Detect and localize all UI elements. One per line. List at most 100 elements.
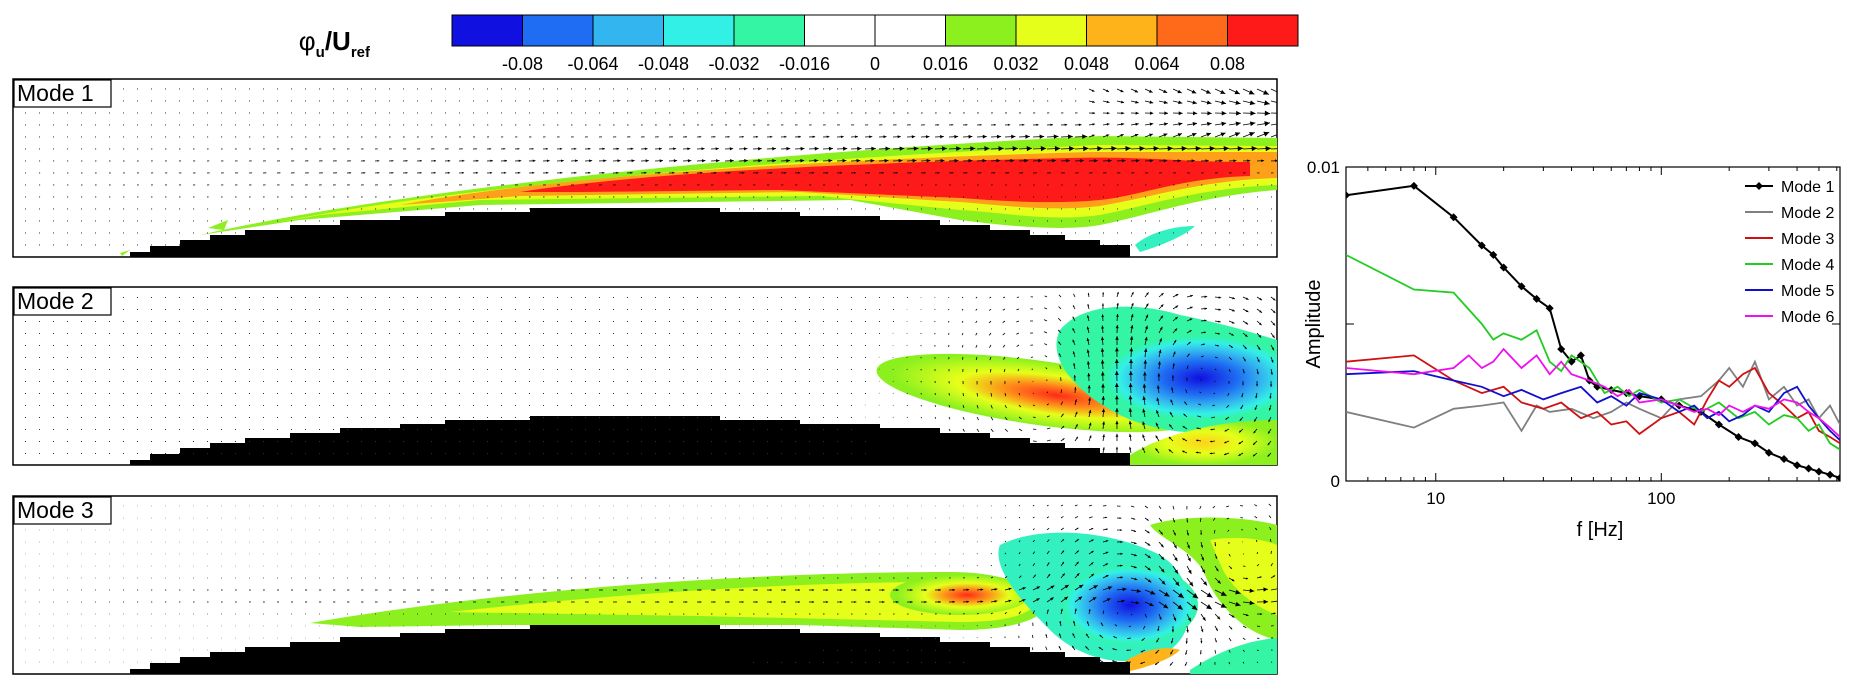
vector-dot	[627, 453, 628, 454]
vector-dot	[347, 321, 348, 322]
vector-arrow	[1046, 427, 1051, 430]
vector-dot	[781, 309, 782, 310]
vector-arrow-head	[1064, 584, 1069, 589]
vector-arrow-head	[966, 588, 970, 591]
vector-dot	[725, 321, 726, 322]
vector-dot	[557, 333, 558, 334]
vector-arrow	[1226, 517, 1230, 520]
vector-arrow-head	[840, 600, 843, 604]
vector-dot	[641, 405, 642, 406]
vector-dot	[459, 369, 460, 370]
vector-arrow-head	[1128, 408, 1133, 412]
series-line-5	[1346, 370, 1840, 441]
vector-dot	[123, 333, 124, 334]
vector-arrow-head	[1087, 621, 1089, 624]
vector-dot	[165, 309, 166, 310]
vector-arrow	[1088, 504, 1093, 507]
vector-arrow	[1016, 332, 1020, 335]
vector-arrow-head	[1076, 539, 1079, 542]
vector-dot	[851, 369, 852, 370]
vector-arrow-head	[1237, 145, 1244, 152]
vector-dot	[221, 381, 222, 382]
vector-dot	[25, 393, 26, 394]
vector-dot	[81, 417, 82, 418]
vector-dot	[627, 417, 628, 418]
vector-dot	[697, 297, 698, 298]
vector-arrow-head	[1153, 145, 1160, 152]
vector-arrow-head	[896, 600, 899, 604]
vector-dot	[571, 297, 572, 298]
vector-arrow	[1270, 100, 1277, 103]
mode-2-negative-lobe	[1105, 336, 1277, 420]
vector-arrow-head	[1200, 545, 1203, 548]
vector-dot	[39, 381, 40, 382]
vector-arrow	[1043, 319, 1048, 322]
vector-arrow-head	[1204, 295, 1208, 298]
vector-arrow	[1228, 649, 1231, 653]
vector-arrow	[1270, 600, 1277, 603]
vector-arrow-head	[1120, 576, 1124, 579]
vector-dot	[123, 417, 124, 418]
vector-arrow-head	[912, 158, 917, 163]
vector-dot	[389, 381, 390, 382]
vector-dot	[417, 417, 418, 418]
vector-arrow-head	[1120, 540, 1123, 544]
vector-arrow-head	[1191, 89, 1197, 94]
colorbar-tick-label: 0.032	[993, 54, 1038, 74]
vector-dot	[613, 417, 614, 418]
vector-arrow	[1004, 416, 1008, 421]
vector-arrow-head	[1205, 159, 1209, 163]
vector-arrow-head	[1087, 315, 1090, 318]
vector-arrow-head	[1114, 382, 1119, 388]
vector-dot	[207, 357, 208, 358]
vector-arrow-head	[1089, 435, 1092, 439]
vector-dot	[431, 333, 432, 334]
vector-arrow-head	[1203, 331, 1206, 334]
vector-dot	[893, 309, 894, 310]
vector-arrow-head	[1155, 422, 1159, 426]
vector-dot	[165, 405, 166, 406]
vector-arrow-head	[826, 171, 829, 174]
vector-arrow-head	[1022, 599, 1026, 602]
vector-dot	[935, 638, 936, 639]
vector-arrow-head	[1163, 122, 1168, 126]
vector-dot	[557, 453, 558, 454]
vector-dot	[935, 650, 936, 651]
vector-dot	[123, 381, 124, 382]
vector-dot	[585, 309, 586, 310]
vector-dot	[459, 309, 460, 310]
vector-arrow-head	[1232, 309, 1235, 312]
vector-dot	[109, 429, 110, 430]
vector-dot	[221, 453, 222, 454]
vector-dot	[25, 321, 26, 322]
vector-arrow-head	[797, 589, 801, 591]
vector-arrow-head	[1036, 598, 1040, 602]
vector-dot	[403, 405, 404, 406]
vector-arrow-head	[812, 600, 815, 604]
vector-dot	[795, 662, 796, 663]
vector-arrow-head	[1230, 345, 1233, 348]
vector-dot	[417, 309, 418, 310]
vector-dot	[291, 429, 292, 430]
vector-arrow-head	[1210, 428, 1213, 431]
vector-arrow	[1018, 516, 1021, 519]
vector-arrow	[920, 416, 922, 419]
vector-dot	[781, 381, 782, 382]
vector-arrow-head	[798, 171, 801, 174]
vector-dot	[347, 309, 348, 310]
vector-dot	[277, 357, 278, 358]
vector-dot	[571, 321, 572, 322]
vector-dot	[487, 405, 488, 406]
vector-arrow-head	[1196, 427, 1199, 430]
vector-arrow-head	[1088, 397, 1092, 401]
vector-dot	[109, 417, 110, 418]
vector-dot	[151, 393, 152, 394]
series-1-marker	[1750, 439, 1759, 448]
vector-dot	[109, 381, 110, 382]
vector-arrow-head	[687, 147, 691, 151]
vector-dot	[515, 393, 516, 394]
vector-arrow	[934, 428, 937, 431]
vector-arrow-head	[1253, 430, 1256, 434]
vector-arrow-head	[1140, 650, 1143, 653]
